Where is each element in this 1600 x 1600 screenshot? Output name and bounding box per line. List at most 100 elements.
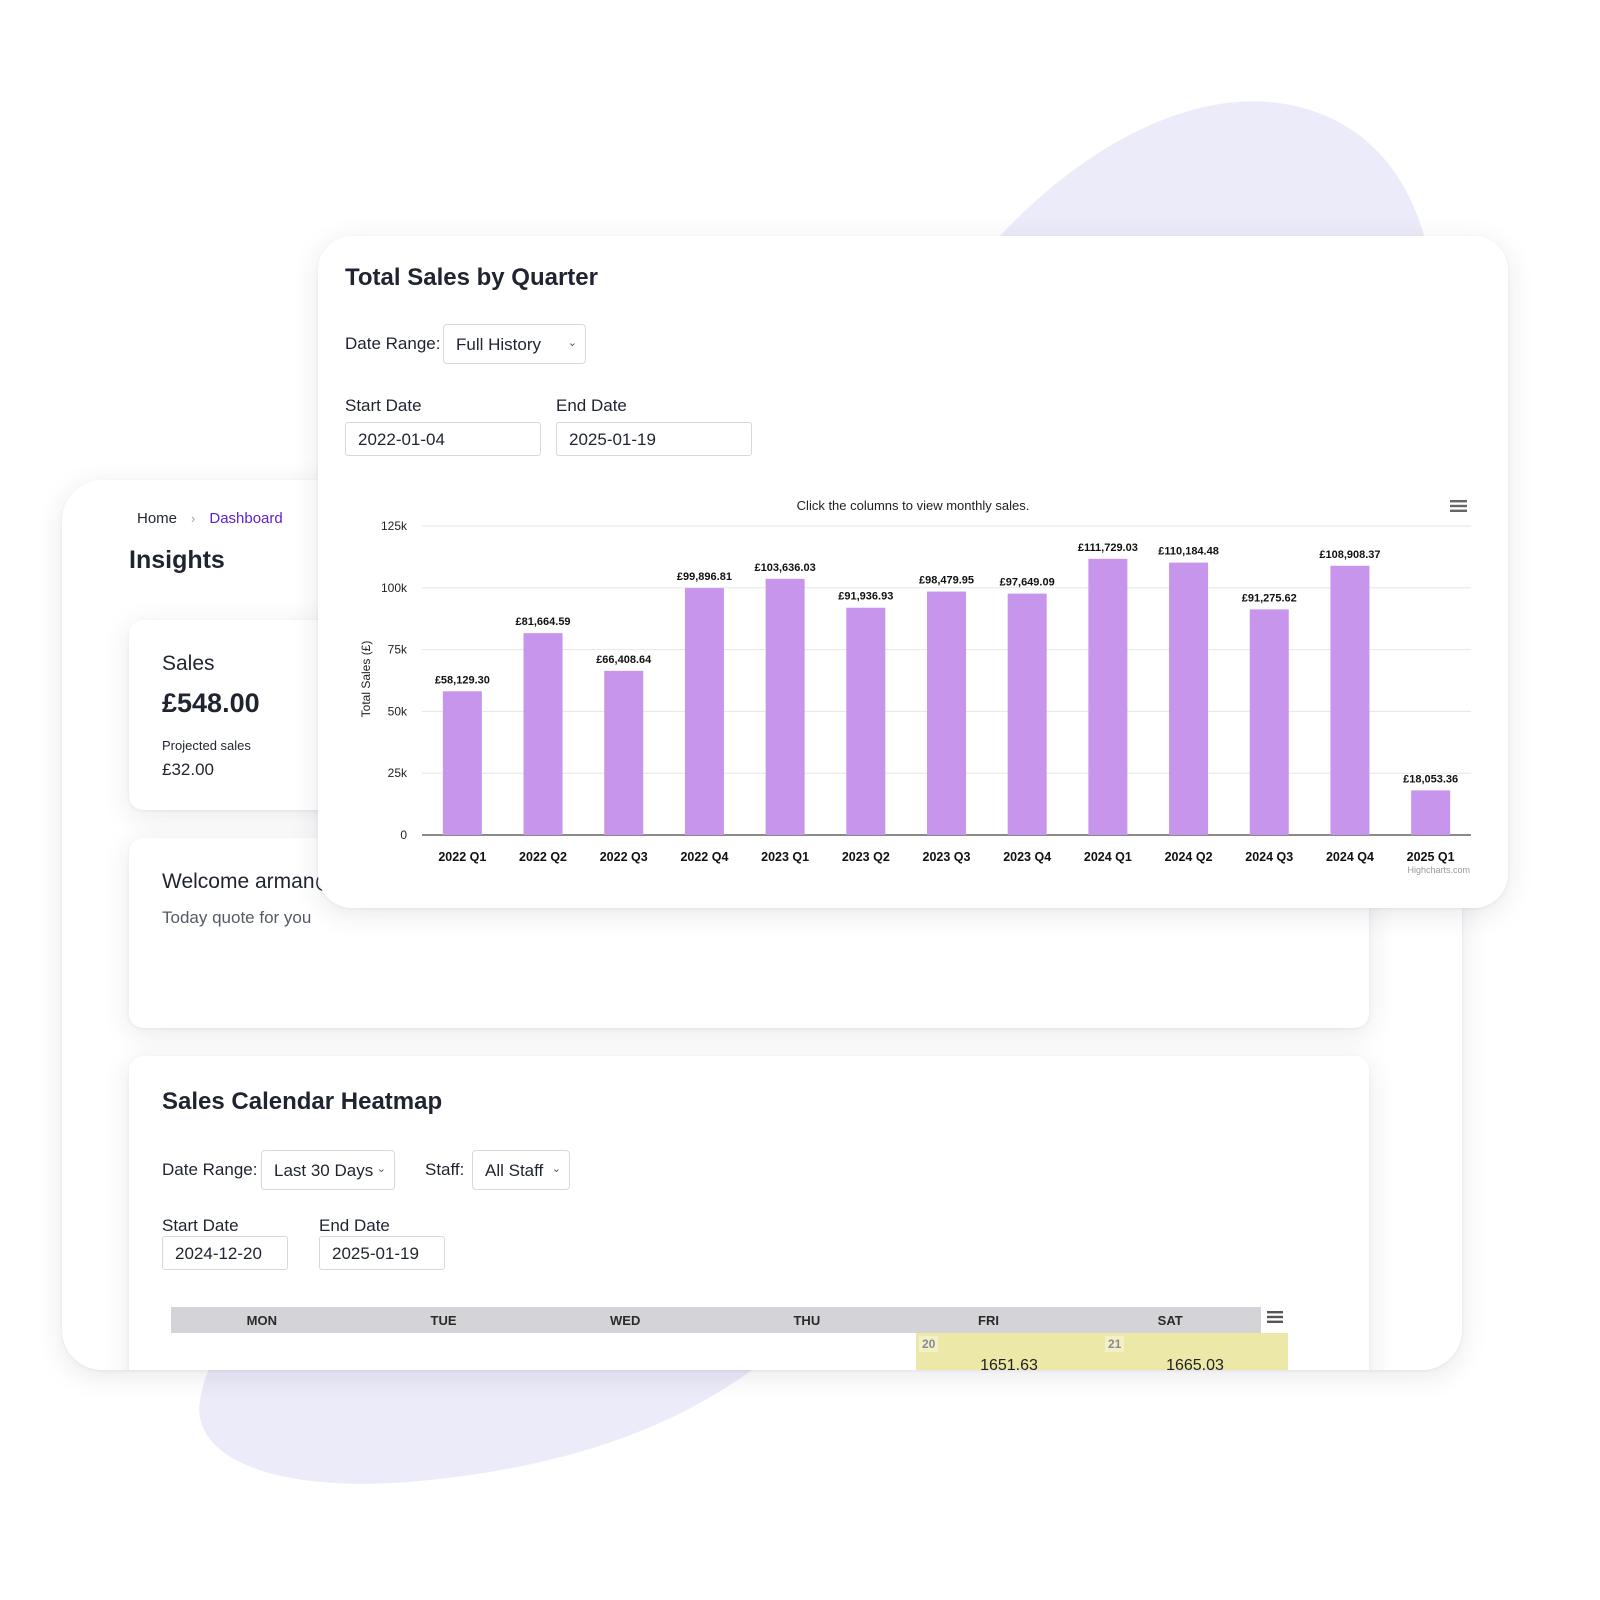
heatmap-title: Sales Calendar Heatmap — [162, 1088, 443, 1115]
breadcrumb: Home › Dashboard — [137, 510, 283, 527]
chart-subtitle: Click the columns to view monthly sales. — [797, 498, 1030, 513]
chevron-right-icon: › — [191, 511, 196, 526]
bar-data-label: £58,129.30 — [435, 674, 490, 686]
bar-data-label: £98,479.95 — [919, 575, 974, 587]
bar[interactable] — [1088, 558, 1128, 835]
x-tick-label: 2023 Q1 — [761, 850, 809, 864]
bar[interactable] — [1330, 565, 1370, 835]
heatmap-card: Sales Calendar Heatmap Date Range: Last … — [129, 1056, 1369, 1370]
chart-date-range-label: Date Range: — [345, 334, 441, 353]
heatmap-end-date-input[interactable]: 2025-01-19 — [319, 1236, 445, 1270]
x-tick-label: 2022 Q3 — [600, 850, 648, 864]
bar[interactable] — [604, 670, 644, 835]
calendar-cell[interactable]: 21 1665.03 — [1102, 1333, 1288, 1370]
projected-sales-label: Projected sales — [162, 738, 251, 753]
heatmap-staff-label: Staff: — [425, 1160, 465, 1179]
bar[interactable] — [927, 591, 966, 835]
heatmap-date-range-label: Date Range: — [162, 1160, 258, 1179]
bar-data-label: £111,729.03 — [1078, 542, 1138, 554]
page-title: Insights — [129, 546, 225, 574]
chevron-down-icon: ⌄ — [567, 337, 577, 349]
bar[interactable] — [1411, 790, 1451, 835]
y-tick-label: 100k — [381, 581, 408, 595]
y-tick-label: 50k — [388, 704, 408, 718]
chart-menu-icon[interactable] — [1450, 500, 1467, 512]
chart-date-range-value: Full History — [456, 335, 542, 354]
welcome-message: Welcome arman@ — [162, 870, 336, 893]
bar-data-label: £103,636.03 — [755, 562, 816, 574]
bar[interactable] — [684, 588, 724, 835]
breadcrumb-dashboard-link[interactable]: Dashboard — [209, 510, 283, 527]
bar[interactable] — [1007, 593, 1047, 835]
bar-data-label: £18,053.36 — [1403, 773, 1458, 785]
y-tick-label: 125k — [381, 519, 408, 533]
chart-panel-title: Total Sales by Quarter — [345, 264, 598, 291]
heatmap-date-range-value: Last 30 Days — [274, 1161, 374, 1180]
calendar-day-mon: MON — [246, 1313, 277, 1328]
bar[interactable] — [846, 607, 886, 835]
heatmap-staff-value: All Staff — [485, 1161, 544, 1180]
bar[interactable] — [442, 691, 482, 835]
chevron-down-icon: ⌄ — [551, 1163, 561, 1175]
calendar-header: MON TUE WED THU FRI SAT — [171, 1307, 1261, 1333]
bar[interactable] — [1169, 562, 1209, 835]
heatmap-end-date-label: End Date — [319, 1216, 390, 1235]
bar-data-label: £110,184.48 — [1158, 546, 1219, 558]
calendar-cell-value: 1651.63 — [980, 1357, 1038, 1370]
calendar-day-sat: SAT — [1157, 1313, 1183, 1328]
y-tick-label: 25k — [388, 766, 408, 780]
x-tick-label: 2023 Q2 — [842, 850, 890, 864]
calendar-cell[interactable]: 20 1651.63 — [916, 1333, 1102, 1370]
chart-start-date-label: Start Date — [345, 396, 422, 415]
bar-data-label: £108,908.37 — [1319, 549, 1380, 561]
x-tick-label: 2024 Q2 — [1165, 850, 1213, 864]
chart-credits: Highcharts.com — [1407, 865, 1470, 875]
breadcrumb-home-link[interactable]: Home — [137, 510, 178, 527]
bar-data-label: £99,896.81 — [677, 571, 732, 583]
bar-data-label: £91,936.93 — [838, 591, 893, 603]
calendar-day-fri: FRI — [978, 1313, 999, 1328]
x-tick-label: 2025 Q1 — [1407, 850, 1455, 864]
chevron-down-icon: ⌄ — [376, 1163, 386, 1175]
chart-start-date-input[interactable]: 2022-01-04 — [345, 422, 541, 456]
sales-value: £548.00 — [162, 688, 260, 718]
projected-sales-value: £32.00 — [162, 760, 214, 779]
bar[interactable] — [765, 578, 805, 835]
calendar-cell-day: 20 — [919, 1336, 939, 1352]
bar[interactable] — [523, 633, 563, 835]
chart-date-range-select[interactable]: Full History ⌄ — [443, 324, 586, 364]
chart-end-date-input[interactable]: 2025-01-19 — [556, 422, 752, 456]
hamburger-menu-icon[interactable] — [1267, 1310, 1283, 1324]
x-tick-label: 2023 Q3 — [923, 850, 971, 864]
x-tick-label: 2022 Q4 — [680, 850, 728, 864]
bar-data-label: £81,664.59 — [516, 616, 571, 628]
heatmap-staff-select[interactable]: All Staff ⌄ — [472, 1150, 570, 1190]
sales-label: Sales — [162, 652, 215, 675]
calendar-cell-value: 1665.03 — [1166, 1357, 1224, 1370]
y-tick-label: 0 — [400, 828, 407, 842]
calendar-day-tue: TUE — [430, 1313, 457, 1328]
heatmap-start-date-input[interactable]: 2024-12-20 — [162, 1236, 288, 1270]
bar-data-label: £91,275.62 — [1242, 592, 1297, 604]
calendar-day-wed: WED — [610, 1313, 641, 1328]
x-tick-label: 2024 Q3 — [1245, 850, 1293, 864]
heatmap-date-range-select[interactable]: Last 30 Days ⌄ — [261, 1150, 395, 1190]
calendar-cell-day: 21 — [1105, 1336, 1125, 1352]
bar[interactable] — [1249, 609, 1289, 835]
x-tick-label: 2024 Q4 — [1326, 850, 1374, 864]
calendar-day-thu: THU — [793, 1313, 821, 1328]
y-tick-label: 75k — [388, 643, 408, 657]
chart-panel: Total Sales by Quarter Date Range: Full … — [318, 236, 1508, 908]
x-tick-label: 2023 Q4 — [1003, 850, 1051, 864]
quote-label: Today quote for you — [162, 908, 312, 927]
bar-data-label: £97,649.09 — [1000, 577, 1055, 589]
quarterly-sales-chart: Click the columns to view monthly sales.… — [359, 498, 1471, 875]
x-tick-label: 2024 Q1 — [1084, 850, 1132, 864]
background-blob-bottom — [199, 1340, 790, 1484]
y-axis-title: Total Sales (£) — [359, 641, 373, 718]
x-tick-label: 2022 Q2 — [519, 850, 567, 864]
chart-end-date-label: End Date — [556, 396, 627, 415]
x-tick-label: 2022 Q1 — [438, 850, 486, 864]
bar-data-label: £66,408.64 — [596, 654, 652, 666]
heatmap-start-date-label: Start Date — [162, 1216, 239, 1235]
